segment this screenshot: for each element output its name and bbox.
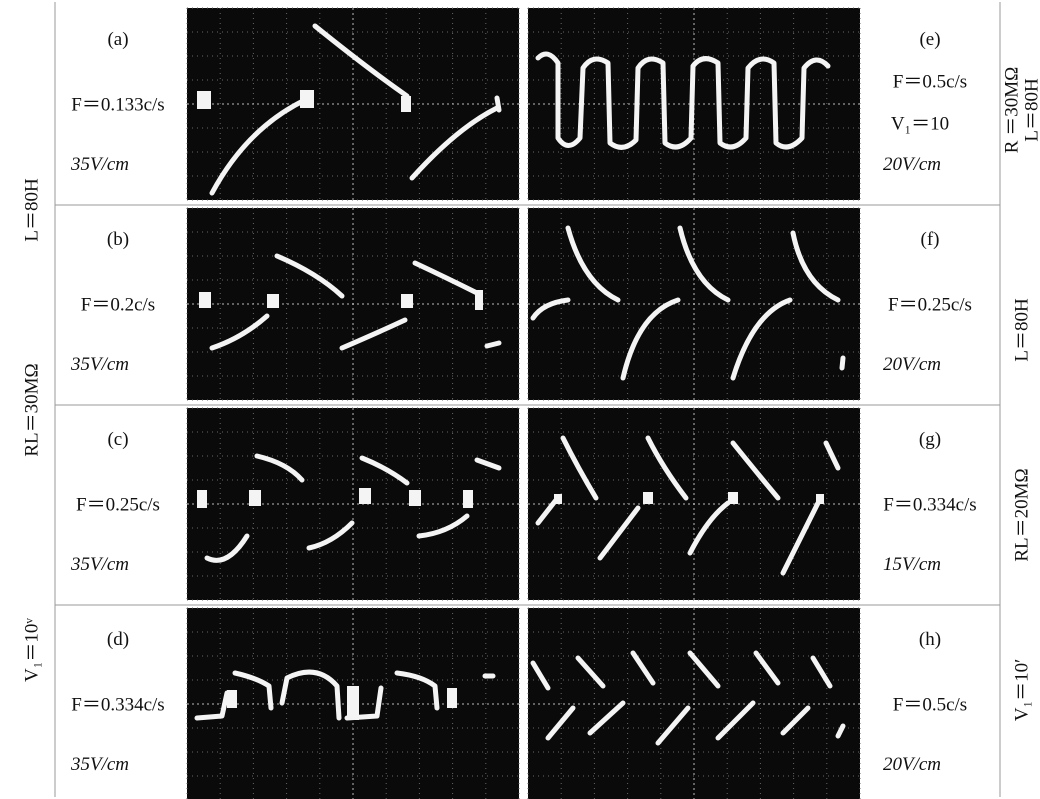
frequency: F＝0.5c/s (893, 690, 967, 717)
scale: 35V/cm (71, 754, 129, 776)
scope-d (187, 608, 519, 799)
panel-label: (c) (107, 429, 128, 451)
panel-label: (g) (919, 429, 941, 451)
scale: 20V/cm (883, 154, 941, 176)
left-label: L＝80H (17, 178, 44, 241)
scope-e (528, 8, 860, 200)
right-label: RL＝20MΩ (1007, 468, 1034, 561)
right-label: L＝80H (1007, 298, 1034, 361)
scale: 35V/cm (71, 354, 129, 376)
frequency: F＝0.25c/s (888, 290, 972, 317)
scale: 15V/cm (883, 554, 941, 576)
frequency: F＝0.2c/s (81, 290, 155, 317)
right-label: V₁＝10′ (1007, 659, 1034, 722)
left-label: V₁＝10ᵛ (17, 618, 44, 682)
frequency: F＝0.5c/s (893, 67, 967, 94)
panel-label: (a) (107, 29, 128, 51)
scale: 35V/cm (71, 554, 129, 576)
panel-label: (d) (107, 629, 129, 651)
scope-f (528, 208, 860, 400)
scale: 20V/cm (883, 354, 941, 376)
voltage: V₁＝10 (891, 109, 949, 136)
panel-label: (h) (919, 629, 941, 651)
frequency: F＝0.133c/s (71, 90, 164, 117)
page: L＝80H RL＝30MΩ V₁＝10ᵛ R ＝30MΩ L＝80H L＝80H… (0, 0, 1040, 799)
scale: 20V/cm (883, 754, 941, 776)
frequency: F＝0.25c/s (76, 490, 160, 517)
scope-b (187, 208, 519, 400)
scope-h (528, 608, 860, 799)
panel-label: (e) (919, 29, 940, 51)
panel-label: (f) (921, 229, 940, 251)
scope-c (187, 408, 519, 600)
figure (0, 0, 1040, 799)
scope-g (528, 408, 860, 600)
frequency: F＝0.334c/s (883, 490, 976, 517)
right-label: L＝80H (1017, 78, 1040, 141)
left-label: RL＝30MΩ (17, 363, 44, 456)
frequency: F＝0.334c/s (71, 690, 164, 717)
scale: 35V/cm (71, 154, 129, 176)
scope-a (187, 8, 519, 200)
panel-label: (b) (107, 229, 129, 251)
